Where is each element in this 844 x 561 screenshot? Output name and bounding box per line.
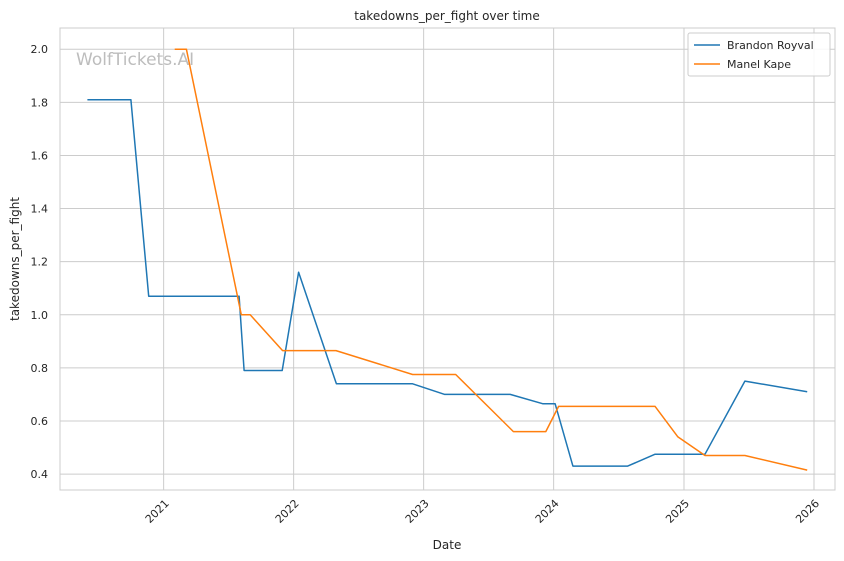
legend-label-brandon-royval: Brandon Royval — [727, 39, 814, 52]
y-axis-label: takedowns_per_fight — [8, 197, 22, 321]
chart-title: takedowns_per_fight over time — [354, 9, 540, 23]
x-tick-label: 2026 — [793, 497, 822, 526]
x-tick-label: 2022 — [273, 497, 302, 526]
legend: Brandon Royval Manel Kape — [687, 32, 831, 77]
legend-label-manel-kape: Manel Kape — [727, 58, 791, 71]
y-tick-label: 0.4 — [31, 468, 49, 481]
x-tick-labels: 2021 2022 2023 2024 2025 2026 — [143, 497, 822, 526]
x-tick-label: 2023 — [403, 497, 432, 526]
series-lines — [87, 48, 808, 471]
x-axis-label: Date — [433, 538, 462, 552]
y-tick-label: 0.8 — [31, 362, 49, 375]
x-tick-label: 2021 — [143, 497, 172, 526]
y-tick-labels: 0.4 0.6 0.8 1.0 1.2 1.4 1.6 1.8 2.0 — [31, 43, 49, 481]
y-tick-label: 1.6 — [31, 149, 49, 162]
plot-background — [60, 28, 835, 490]
y-tick-label: 1.8 — [31, 96, 49, 109]
grid — [60, 28, 835, 490]
x-tick-label: 2024 — [533, 497, 562, 526]
x-tick-label: 2025 — [663, 497, 692, 526]
y-tick-label: 1.4 — [31, 203, 49, 216]
plot-frame — [59, 27, 836, 491]
y-tick-label: 1.0 — [31, 309, 49, 322]
y-tick-label: 0.6 — [31, 415, 49, 428]
y-tick-label: 2.0 — [31, 43, 49, 56]
legend-box — [687, 32, 831, 77]
watermark: WolfTickets.AI — [76, 50, 194, 70]
series-line-brandon-royval — [87, 98, 808, 467]
series-line-manel-kape — [174, 48, 808, 471]
y-tick-label: 1.2 — [31, 256, 49, 269]
